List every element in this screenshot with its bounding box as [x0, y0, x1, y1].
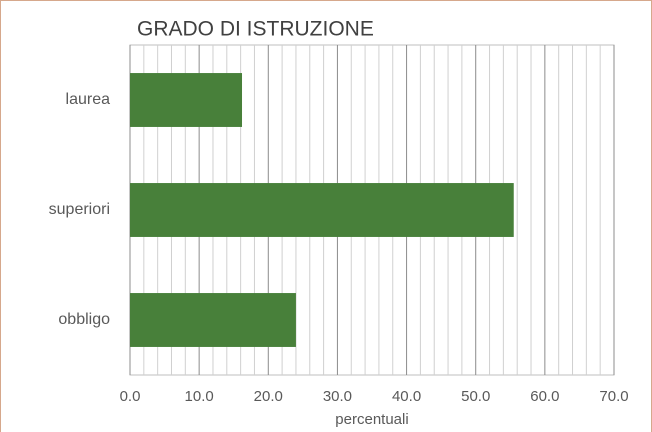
y-tick-label: superiori [49, 201, 110, 218]
x-tick-label: 20.0 [254, 388, 283, 405]
x-tick-label: 60.0 [530, 388, 559, 405]
x-tick-label: 50.0 [461, 388, 490, 405]
x-tick-label: 0.0 [120, 388, 141, 405]
y-tick-label: laurea [66, 91, 111, 108]
x-tick-label: 70.0 [599, 388, 628, 405]
x-tick-label: 10.0 [185, 388, 214, 405]
chart-title: GRADO DI ISTRUZIONE [137, 18, 374, 41]
bar [130, 293, 296, 347]
x-tick-label: 40.0 [392, 388, 421, 405]
x-tick-label: 30.0 [323, 388, 352, 405]
x-axis-label: percentuali [335, 411, 408, 428]
bar [130, 183, 514, 237]
bar [130, 73, 243, 127]
y-tick-label: obbligo [58, 311, 110, 328]
